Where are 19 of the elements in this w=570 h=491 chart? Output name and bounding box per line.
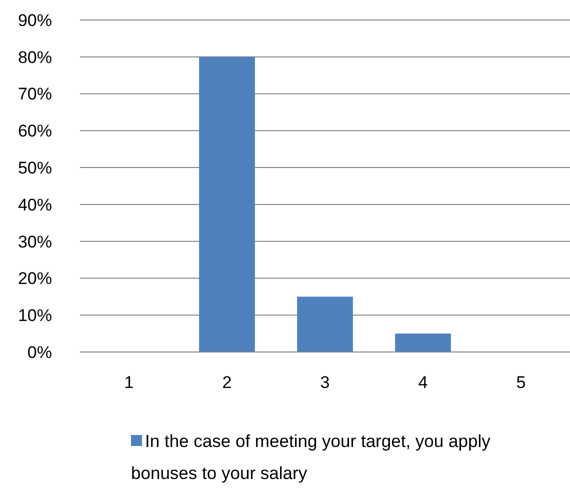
- y-tick-label: 90%: [18, 10, 52, 30]
- y-tick-label: 80%: [18, 48, 52, 67]
- x-tick-label: 2: [222, 372, 232, 392]
- y-tick-label: 60%: [18, 122, 52, 141]
- bar: [199, 56, 255, 352]
- y-tick-label: 30%: [18, 232, 52, 252]
- x-tick-label: 4: [418, 372, 428, 392]
- y-tick-label: 20%: [18, 269, 52, 288]
- y-tick-label: 50%: [18, 158, 52, 178]
- bar: [395, 334, 451, 352]
- x-tick-label: 3: [320, 372, 330, 392]
- y-tick-label: 40%: [18, 195, 52, 214]
- x-tick-label: 1: [124, 372, 134, 392]
- x-tick-label: 5: [516, 372, 526, 392]
- y-tick-label: 70%: [18, 84, 52, 104]
- y-tick-label: 0%: [27, 342, 52, 362]
- y-tick-label: 10%: [18, 306, 52, 326]
- bar: [297, 296, 353, 352]
- legend-label: In the case of meeting your target, you apply bonuses to your salary: [131, 431, 491, 484]
